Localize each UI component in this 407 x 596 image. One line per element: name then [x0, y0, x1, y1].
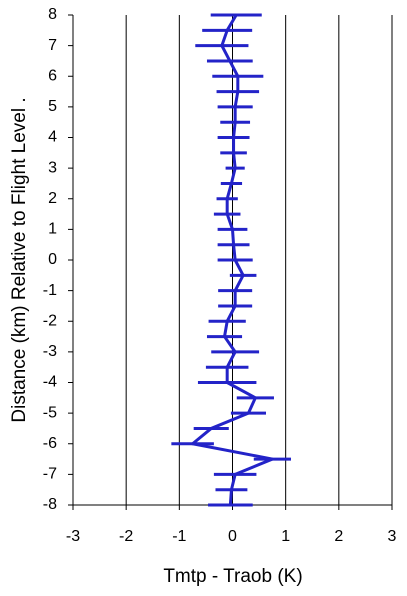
- y-tick-label: -2: [43, 312, 57, 329]
- y-tick-label: 2: [48, 190, 57, 207]
- y-tick-label: -3: [43, 343, 57, 360]
- x-tick-label: 1: [281, 528, 290, 545]
- x-tick-label: 2: [334, 528, 343, 545]
- y-tick-label: -4: [43, 374, 57, 391]
- x-tick-label: -3: [66, 528, 80, 545]
- y-tick-label: 4: [48, 129, 57, 146]
- y-axis-title: Distance (km) Relative to Flight Level .: [9, 97, 30, 422]
- x-tick-label: 0: [228, 528, 237, 545]
- y-tick-label: -5: [43, 404, 57, 421]
- y-tick-label: 6: [48, 67, 57, 84]
- x-tick-label: -1: [172, 528, 186, 545]
- y-tick-label: 3: [48, 159, 57, 176]
- y-tick-label: -8: [43, 496, 57, 513]
- y-tick-label: 0: [48, 251, 57, 268]
- y-tick-label: 1: [48, 221, 57, 238]
- y-tick-label: -6: [43, 435, 57, 452]
- y-tick-label: -1: [43, 282, 57, 299]
- y-tick-label: 8: [48, 6, 57, 23]
- x-axis-title: Tmtp - Traob (K): [163, 566, 302, 587]
- x-tick-label: 3: [388, 528, 397, 545]
- x-tick-label: -2: [119, 528, 133, 545]
- y-tick-label: 5: [48, 98, 57, 115]
- y-tick-label: 7: [48, 37, 57, 54]
- y-tick-label: -7: [43, 466, 57, 483]
